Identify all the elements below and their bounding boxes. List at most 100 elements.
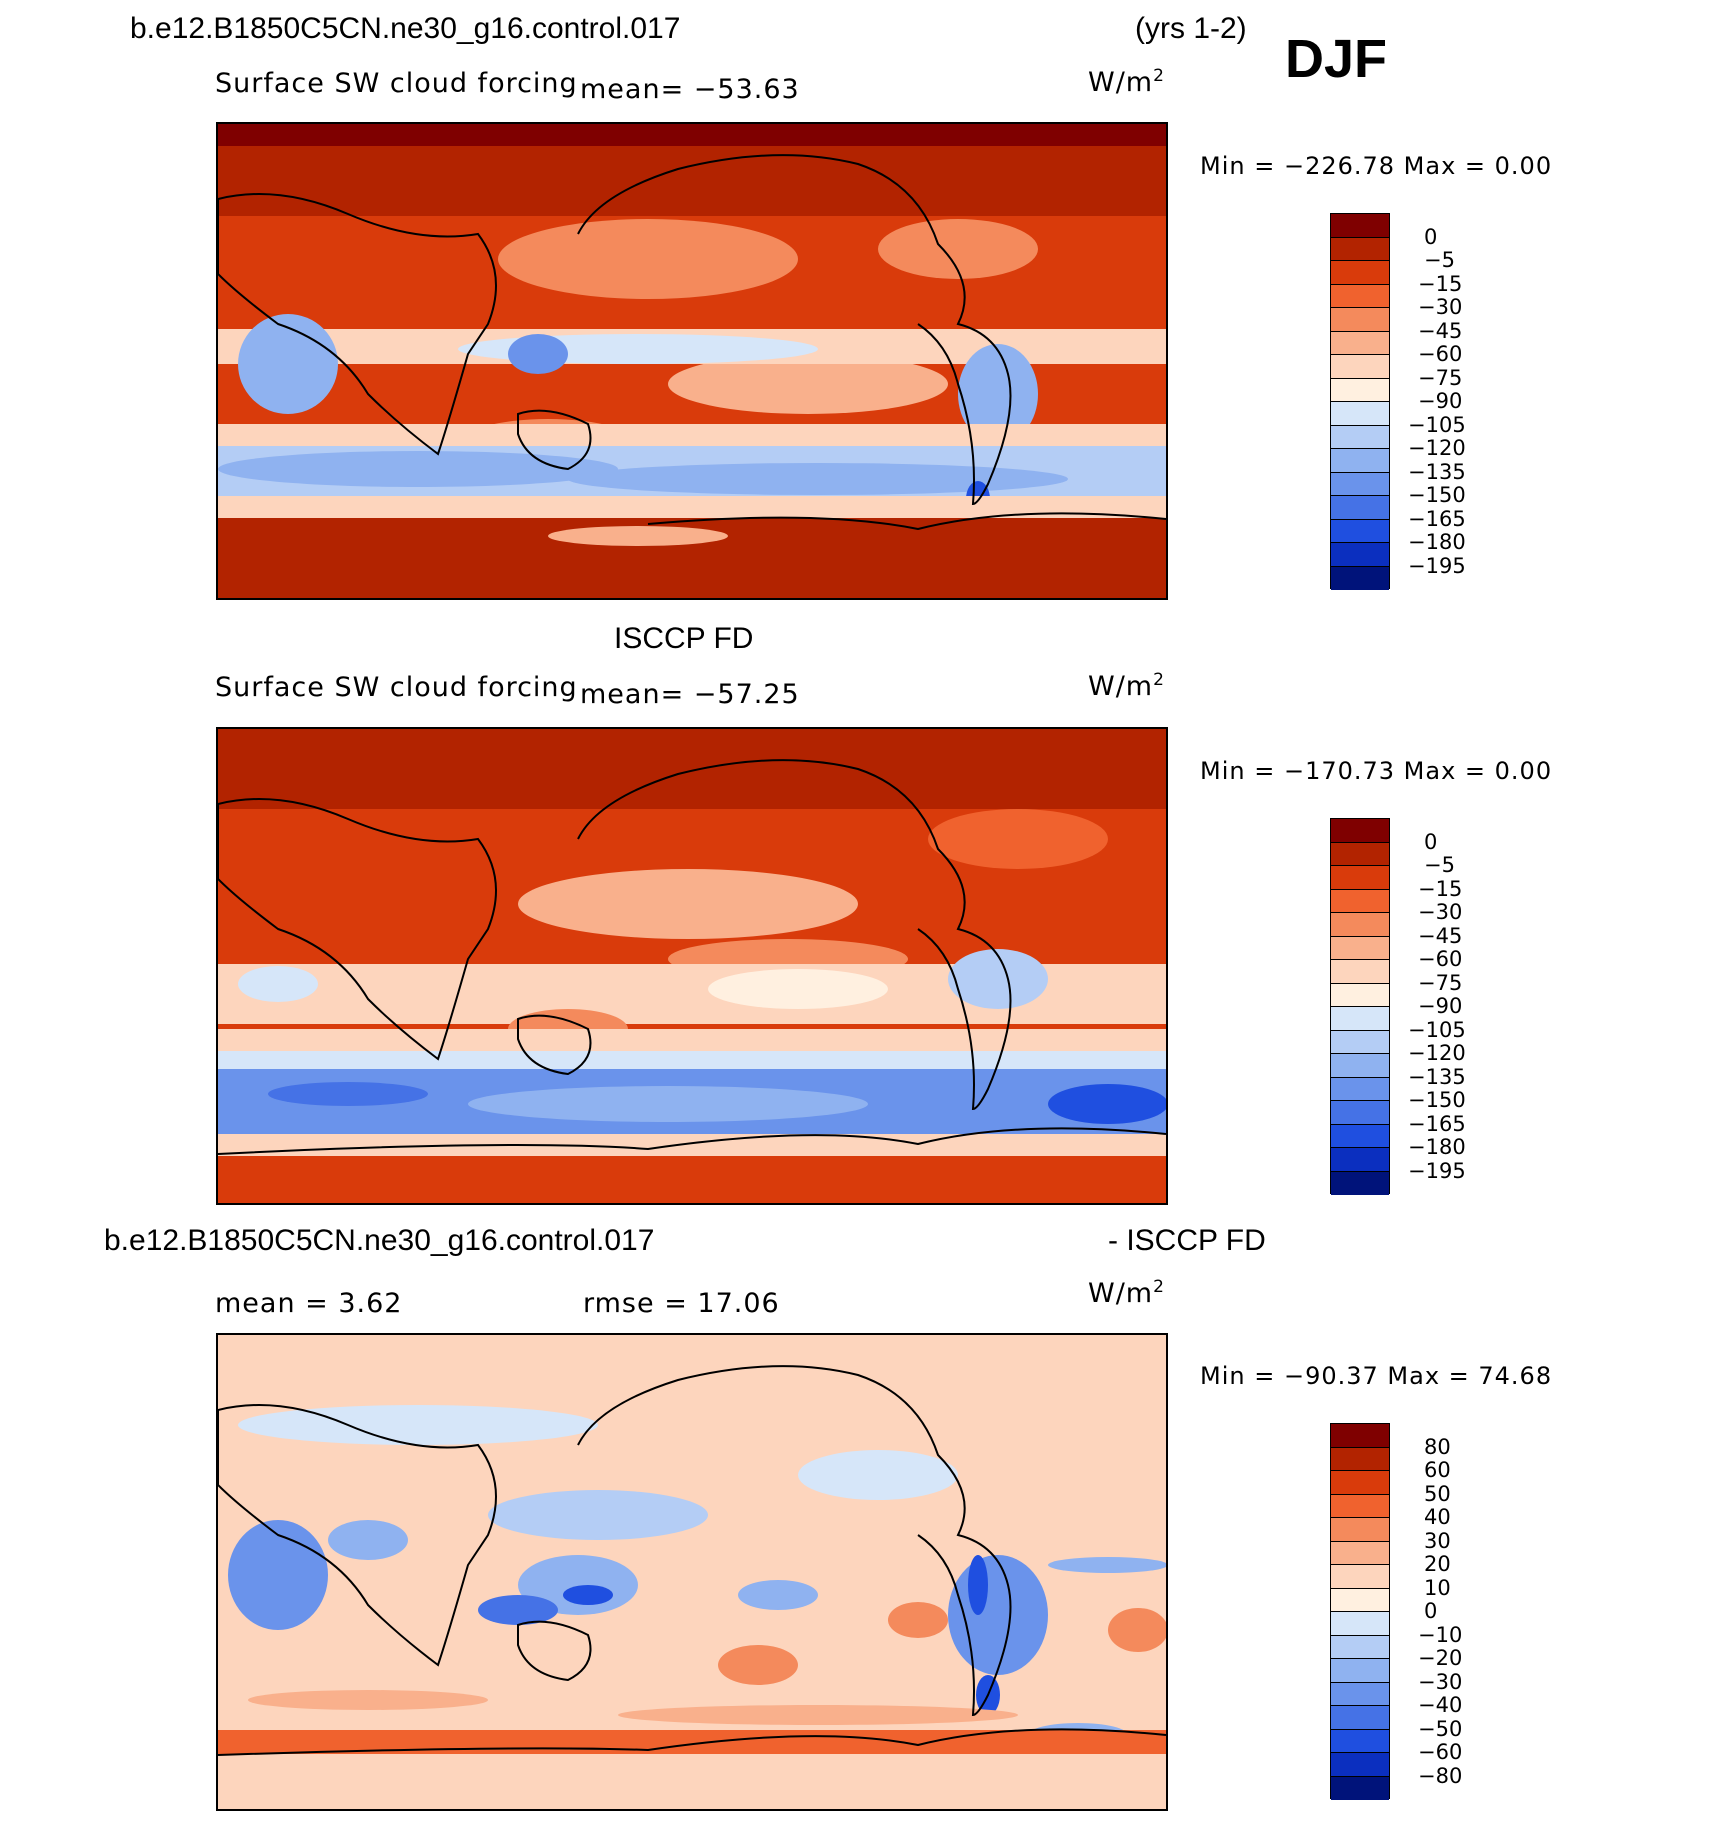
colorbar-segment [1331,237,1389,261]
panel3-units: W/m2 [1088,1277,1165,1309]
colorbar-segment [1331,889,1389,913]
colorbar-segment [1331,496,1389,520]
colorbar-segment [1331,1682,1389,1706]
colorbar-segment [1331,402,1389,426]
colorbar-tick-label: 0 [1424,1599,1438,1623]
panel2-colorbar [1330,818,1390,1195]
colorbar-tick-label: 0 [1424,829,1438,854]
colorbar-tick-label: −60 [1418,342,1463,366]
colorbar-tick-label: 0 [1424,224,1438,249]
years-label: (yrs 1-2) [1135,12,1247,45]
colorbar-segment [1331,543,1389,567]
colorbar-tick-label: −5 [1424,853,1455,877]
panel3-mean: mean = 3.62 [215,1288,403,1319]
colorbar-tick-label: −80 [1418,1763,1463,1788]
colorbar-segment [1331,331,1389,355]
colorbar-segment [1331,936,1389,960]
colorbar-tick-label: −75 [1418,970,1463,995]
colorbar-tick-label: −135 [1408,1064,1466,1089]
panel1-units: W/m2 [1088,66,1165,98]
panel3-colorbar [1330,1423,1390,1800]
colorbar-segment [1331,1659,1389,1683]
colorbar-segment [1331,1494,1389,1518]
colorbar-tick-label: −40 [1418,1693,1463,1717]
colorbar-segment [1331,1447,1389,1471]
colorbar-tick-label: −195 [1408,553,1466,578]
colorbar-tick-label: −105 [1408,1017,1466,1042]
colorbar-segment [1331,1077,1389,1101]
colorbar-tick-label: −105 [1408,412,1466,437]
colorbar-segment [1331,449,1389,473]
colorbar-segment [1331,1635,1389,1659]
colorbar-segment [1331,960,1389,984]
colorbar-segment [1331,1148,1389,1172]
colorbar-tick-label: −20 [1418,1646,1463,1670]
colorbar-tick-label: −150 [1408,483,1466,507]
colorbar-segment [1331,214,1389,238]
colorbar-segment [1331,1706,1389,1730]
panel1-minmax: Min = −226.78 Max = 0.00 [1200,152,1553,180]
colorbar-segment [1331,1007,1389,1031]
panel1-mean: mean= −53.63 [580,74,800,105]
colorbar-segment [1331,983,1389,1007]
panel3-title-left: b.e12.B1850C5CN.ne30_g16.control.017 [104,1224,655,1257]
colorbar-segment [1331,913,1389,937]
colorbar-tick-label: 60 [1424,1458,1451,1482]
colorbar-segment [1331,1753,1389,1777]
colorbar-tick-label: 20 [1424,1552,1451,1576]
colorbar-segment [1331,1518,1389,1542]
colorbar-tick-label: −165 [1408,506,1466,531]
colorbar-segment [1331,819,1389,843]
colorbar-tick-label: −15 [1418,271,1463,296]
panel3-rmse: rmse = 17.06 [583,1288,780,1319]
colorbar-tick-label: −195 [1408,1158,1466,1183]
colorbar-segment [1331,1729,1389,1753]
colorbar-segment [1331,566,1389,590]
colorbar-tick-label: −45 [1418,318,1463,343]
panel3-map [216,1333,1168,1811]
colorbar-segment [1331,519,1389,543]
colorbar-tick-label: −30 [1418,295,1463,319]
colorbar-segment [1331,1541,1389,1565]
colorbar-tick-label: −180 [1408,530,1466,554]
colorbar-tick-label: −150 [1408,1088,1466,1112]
panel1-variable: Surface SW cloud forcing [215,68,578,99]
colorbar-tick-label: −60 [1418,947,1463,971]
colorbar-tick-label: −50 [1418,1716,1463,1741]
colorbar-tick-label: −30 [1418,900,1463,924]
colorbar-segment [1331,1612,1389,1636]
season-label: DJF [1285,29,1388,89]
colorbar-segment [1331,308,1389,332]
colorbar-segment [1331,425,1389,449]
case-title: b.e12.B1850C5CN.ne30_g16.control.017 [130,12,681,45]
colorbar-tick-label: −180 [1408,1135,1466,1159]
colorbar-segment [1331,1588,1389,1612]
panel2-map [216,727,1168,1205]
panel2-units: W/m2 [1088,670,1165,702]
colorbar-tick-label: −5 [1424,248,1455,272]
colorbar-segment [1331,1424,1389,1448]
colorbar-segment [1331,866,1389,890]
colorbar-segment [1331,378,1389,402]
colorbar-tick-label: −45 [1418,923,1463,948]
panel3-title-right: - ISCCP FD [1108,1224,1266,1257]
colorbar-segment [1331,261,1389,285]
colorbar-segment [1331,1565,1389,1589]
colorbar-tick-label: −90 [1418,389,1463,413]
colorbar-tick-label: −15 [1418,876,1463,901]
colorbar-tick-label: −90 [1418,994,1463,1018]
colorbar-segment [1331,1776,1389,1800]
colorbar-tick-label: 30 [1424,1528,1451,1553]
panel3-minmax: Min = −90.37 Max = 74.68 [1200,1362,1553,1390]
colorbar-segment [1331,1471,1389,1495]
colorbar-tick-label: −135 [1408,459,1466,484]
colorbar-tick-label: 50 [1424,1481,1451,1506]
colorbar-segment [1331,472,1389,496]
panel2-minmax: Min = −170.73 Max = 0.00 [1200,757,1553,785]
colorbar-segment [1331,842,1389,866]
panel2-mean: mean= −57.25 [580,679,800,710]
colorbar-tick-label: 40 [1424,1505,1451,1529]
panel1-colorbar [1330,213,1390,590]
colorbar-segment [1331,1124,1389,1148]
colorbar-segment [1331,1171,1389,1195]
